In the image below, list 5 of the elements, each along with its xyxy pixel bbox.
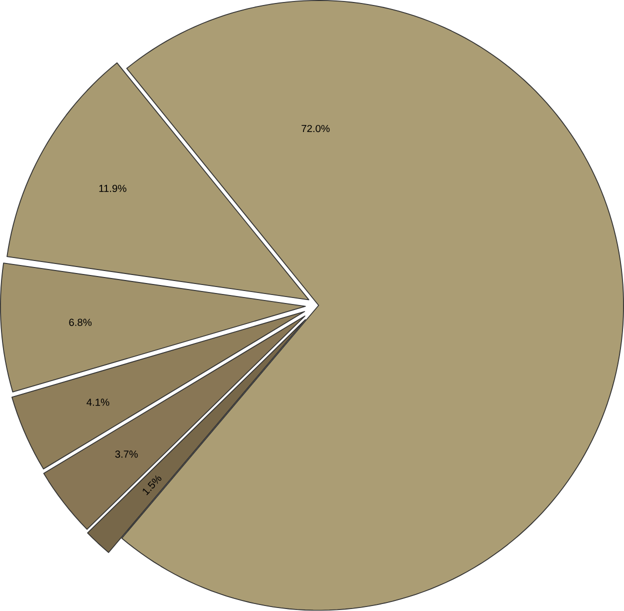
data-label: 4.1% <box>86 398 110 406</box>
data-label: 3.7% <box>115 450 138 458</box>
data-label: 6.8% <box>69 318 92 326</box>
data-label: 11.9% <box>99 184 126 192</box>
data-label: 72.0% <box>302 125 330 132</box>
